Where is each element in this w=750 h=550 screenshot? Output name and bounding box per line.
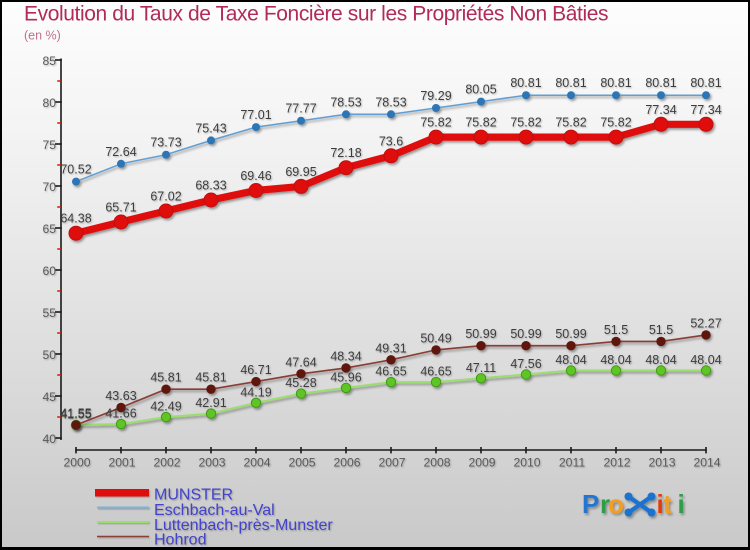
svg-text:75.82: 75.82: [465, 116, 496, 130]
svg-text:75.82: 75.82: [510, 116, 541, 130]
svg-text:2011: 2011: [559, 455, 585, 469]
svg-text:42.49: 42.49: [150, 400, 181, 414]
svg-text:48.04: 48.04: [645, 353, 676, 367]
svg-text:67.02: 67.02: [150, 190, 181, 204]
svg-text:Hohrod: Hohrod: [154, 531, 206, 548]
svg-text:51.5: 51.5: [649, 323, 673, 337]
svg-text:44.19: 44.19: [240, 385, 271, 399]
svg-text:2012: 2012: [603, 455, 630, 469]
svg-text:48.34: 48.34: [330, 349, 361, 363]
svg-text:77.77: 77.77: [285, 102, 316, 116]
svg-text:45: 45: [42, 390, 56, 404]
svg-text:80.81: 80.81: [690, 76, 721, 90]
svg-text:2002: 2002: [153, 455, 180, 469]
svg-text:(en %): (en %): [24, 29, 61, 43]
svg-text:48.04: 48.04: [690, 353, 721, 367]
svg-text:75: 75: [42, 138, 56, 152]
svg-text:69.95: 69.95: [285, 165, 316, 179]
svg-text:46.71: 46.71: [240, 363, 271, 377]
svg-text:80.81: 80.81: [510, 76, 541, 90]
svg-text:2014: 2014: [693, 455, 720, 469]
svg-text:75.82: 75.82: [420, 116, 451, 130]
svg-text:2007: 2007: [378, 455, 405, 469]
svg-text:P: P: [582, 489, 599, 519]
svg-text:80.05: 80.05: [465, 83, 496, 97]
svg-text:73.6: 73.6: [379, 134, 403, 148]
svg-text:78.53: 78.53: [375, 95, 406, 109]
svg-text:2010: 2010: [513, 455, 540, 469]
svg-text:77.34: 77.34: [690, 103, 721, 117]
svg-text:60: 60: [42, 264, 56, 278]
svg-text:48.04: 48.04: [555, 353, 586, 367]
svg-text:2000: 2000: [63, 455, 90, 469]
svg-text:65: 65: [42, 222, 56, 236]
svg-text:48.04: 48.04: [600, 353, 631, 367]
svg-text:79.29: 79.29: [420, 89, 451, 103]
svg-text:72.64: 72.64: [105, 145, 136, 159]
svg-text:MUNSTER: MUNSTER: [154, 487, 233, 504]
svg-text:r: r: [600, 489, 610, 519]
svg-text:80.81: 80.81: [600, 76, 631, 90]
svg-text:78.53: 78.53: [330, 95, 361, 109]
svg-text:45.81: 45.81: [195, 371, 226, 385]
svg-text:73.73: 73.73: [150, 136, 181, 150]
svg-text:41.55: 41.55: [60, 407, 91, 421]
svg-text:80.81: 80.81: [555, 76, 586, 90]
svg-text:2009: 2009: [468, 455, 495, 469]
svg-text:80.81: 80.81: [645, 76, 676, 90]
svg-text:55: 55: [42, 306, 56, 320]
svg-text:46.65: 46.65: [420, 365, 451, 379]
svg-text:50.99: 50.99: [510, 327, 541, 341]
svg-text:45.28: 45.28: [285, 376, 316, 390]
svg-text:65.71: 65.71: [105, 201, 136, 215]
svg-text:68.33: 68.33: [195, 179, 226, 193]
svg-text:42.91: 42.91: [195, 396, 226, 410]
svg-text:47.56: 47.56: [510, 357, 541, 371]
svg-text:t: t: [663, 489, 672, 519]
svg-text:2004: 2004: [243, 455, 270, 469]
svg-text:i: i: [678, 489, 685, 519]
svg-text:75.82: 75.82: [555, 116, 586, 130]
svg-text:41.55: 41.55: [60, 408, 91, 422]
svg-text:77.34: 77.34: [645, 103, 676, 117]
svg-text:50.99: 50.99: [555, 327, 586, 341]
svg-text:70: 70: [42, 180, 56, 194]
svg-text:o: o: [608, 489, 624, 519]
svg-text:50.49: 50.49: [420, 331, 451, 345]
svg-text:2013: 2013: [648, 455, 675, 469]
svg-text:85: 85: [42, 54, 56, 68]
svg-text:45.81: 45.81: [150, 371, 181, 385]
svg-text:70.52: 70.52: [60, 163, 91, 177]
svg-text:47.64: 47.64: [285, 355, 316, 369]
svg-text:2001: 2001: [108, 455, 135, 469]
svg-text:45.96: 45.96: [330, 370, 361, 384]
svg-text:2006: 2006: [333, 455, 360, 469]
svg-text:64.38: 64.38: [60, 212, 91, 226]
svg-text:72.18: 72.18: [330, 146, 361, 160]
svg-text:52.27: 52.27: [690, 316, 721, 330]
svg-text:75.82: 75.82: [600, 116, 631, 130]
svg-text:47.11: 47.11: [466, 361, 496, 375]
svg-text:50: 50: [42, 348, 56, 362]
svg-text:2008: 2008: [423, 455, 450, 469]
svg-text:75.43: 75.43: [195, 121, 226, 135]
svg-text:Evolution du Taux de Taxe Fonc: Evolution du Taux de Taxe Foncière sur l…: [24, 3, 608, 26]
svg-text:2005: 2005: [288, 455, 315, 469]
svg-text:46.65: 46.65: [375, 365, 406, 379]
svg-text:41.66: 41.66: [105, 407, 136, 421]
svg-text:i: i: [657, 489, 664, 519]
svg-text:50.99: 50.99: [465, 327, 496, 341]
svg-text:69.46: 69.46: [240, 169, 271, 183]
svg-text:80: 80: [42, 96, 56, 110]
svg-text:Eschbach-au-Val: Eschbach-au-Val: [154, 502, 275, 519]
svg-text:40: 40: [42, 432, 56, 446]
svg-text:Luttenbach-près-Munster: Luttenbach-près-Munster: [154, 517, 333, 534]
svg-text:2003: 2003: [198, 455, 225, 469]
svg-text:49.31: 49.31: [375, 341, 406, 355]
svg-text:77.01: 77.01: [240, 108, 271, 122]
svg-text:51.5: 51.5: [604, 323, 628, 337]
svg-text:43.63: 43.63: [105, 389, 136, 403]
